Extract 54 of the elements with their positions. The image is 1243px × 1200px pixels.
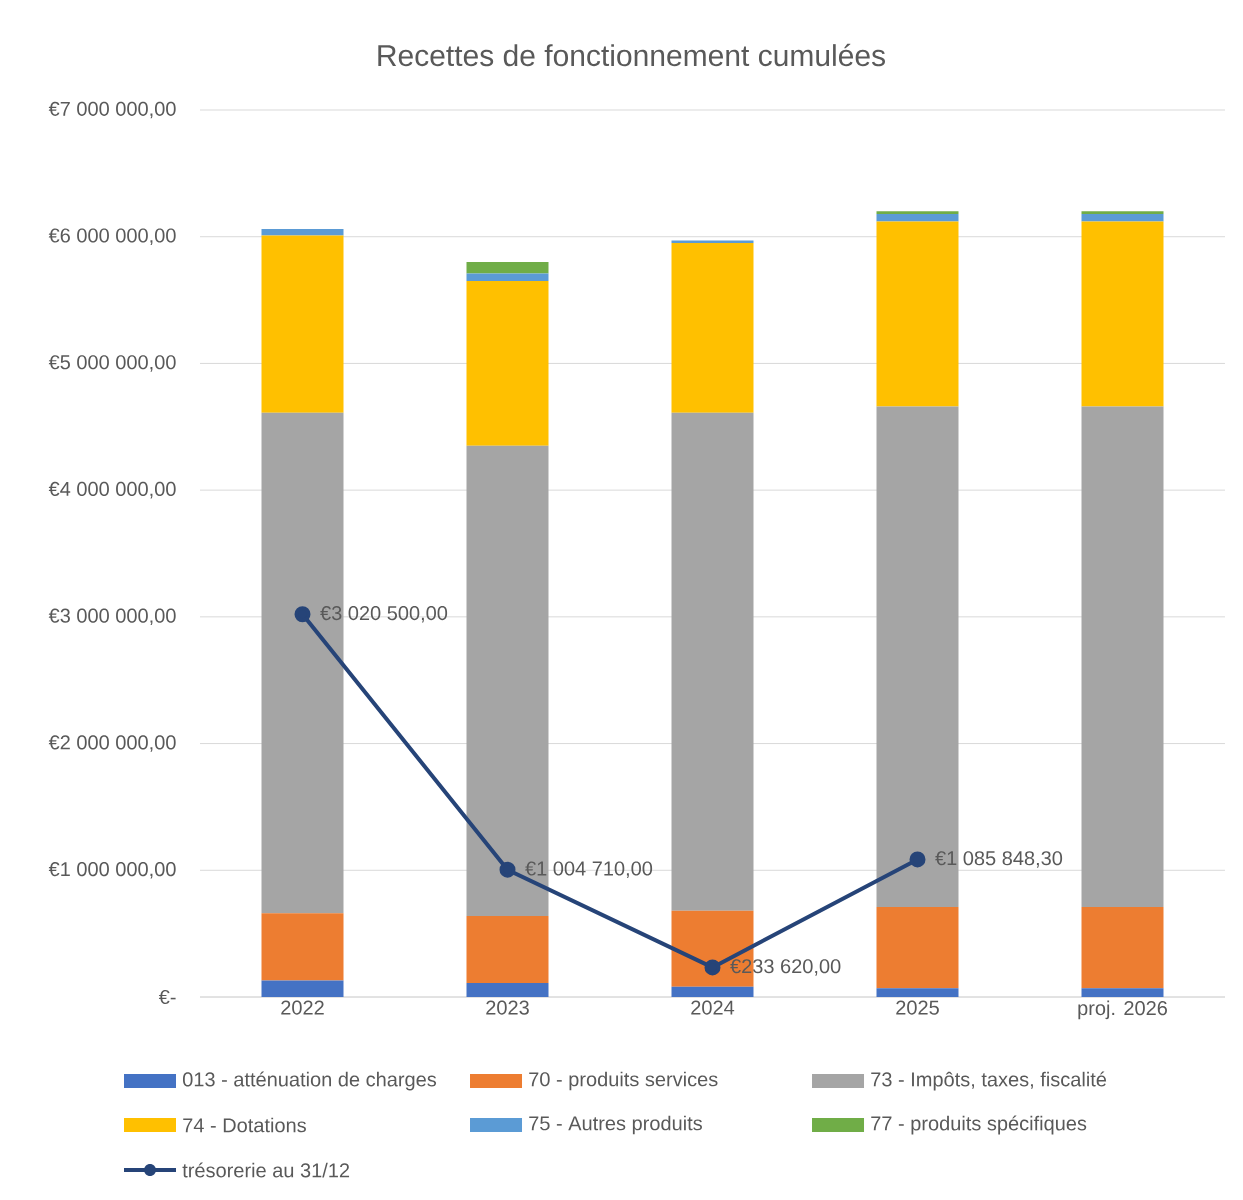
- bar: [876, 988, 959, 997]
- point: [499, 861, 516, 878]
- bar: [876, 907, 959, 989]
- legend-label: trésorerie au 31/12: [182, 1162, 350, 1178]
- x-tick-label: 2023: [486, 1000, 529, 1015]
- bar: [466, 281, 549, 446]
- data-label: €1 085 848,30: [935, 851, 1063, 868]
- bar: [466, 262, 549, 274]
- legend-label: 75 - Autres produits: [529, 1115, 702, 1135]
- legend-label: 70 - produits services: [529, 1071, 718, 1091]
- y-tick-label: €4 000 000,00: [48, 481, 176, 499]
- y-tick-label: €2 000 000,00: [48, 735, 176, 752]
- bar: [671, 243, 754, 413]
- legend-label: 73 - Impôts, taxes, fiscalité: [871, 1071, 1107, 1091]
- x-tick-label: 2022: [281, 1000, 324, 1015]
- bar: [466, 445, 549, 916]
- point: [704, 959, 721, 976]
- bar: [261, 229, 344, 236]
- bar: [466, 915, 549, 984]
- bar: [876, 221, 959, 407]
- legend-label: 013 - atténuation de charges: [182, 1071, 437, 1091]
- bar: [1081, 406, 1164, 908]
- bar: [466, 983, 549, 997]
- bar: [1081, 211, 1164, 214]
- y-tick-label: €5 000 000,00: [48, 355, 176, 372]
- chart-title: Recettes de fonctionnement cumulées: [378, 43, 885, 67]
- data-label: €3 020 500,00: [320, 605, 448, 623]
- bar: [876, 213, 959, 222]
- bar: [1081, 213, 1164, 222]
- data-label: €1 004 710,00: [525, 861, 653, 878]
- y-tick-label: €-: [158, 989, 176, 1005]
- bar: [671, 986, 754, 997]
- x-tick-label: 2024: [691, 1000, 735, 1015]
- bar: [876, 211, 959, 214]
- x-tick-label: proj. 2026: [1078, 1000, 1167, 1020]
- y-tick-label: €7 000 000,00: [48, 101, 176, 119]
- y-tick-label: €1 000 000,00: [48, 862, 176, 879]
- bar: [1081, 907, 1164, 989]
- bar: [1081, 988, 1164, 997]
- legend-label: 74 - Dotations: [183, 1117, 306, 1133]
- bar: [876, 406, 959, 908]
- y-tick-label: €3 000 000,00: [48, 608, 176, 626]
- bar: [1081, 221, 1164, 407]
- y-tick-label: €6 000 000,00: [48, 228, 176, 245]
- x-tick-label: 2025: [896, 1000, 939, 1015]
- bar: [671, 412, 754, 911]
- legend-label: 77 - produits spécifiques: [871, 1115, 1087, 1135]
- point: [909, 851, 926, 868]
- bar: [466, 273, 549, 282]
- point: [294, 606, 311, 623]
- bar: [261, 980, 344, 997]
- bar: [261, 913, 344, 981]
- bar: [261, 235, 344, 413]
- bar: [261, 412, 344, 914]
